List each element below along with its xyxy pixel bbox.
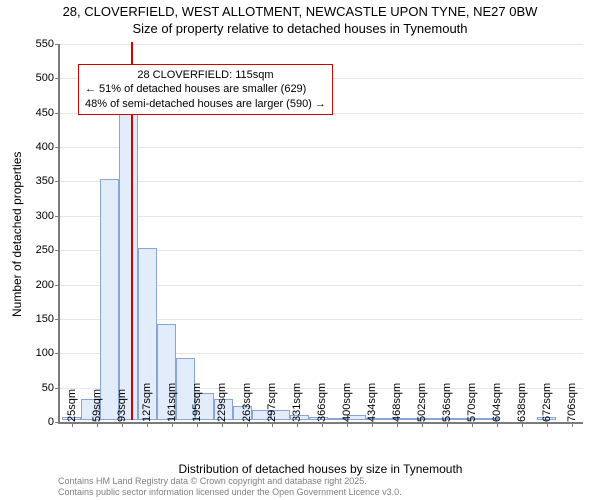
xtick-label: 672sqm [541,377,553,422]
xtick-mark [397,422,398,427]
ytick-label: 450 [36,107,60,119]
xtick-label: 638sqm [516,377,528,422]
xtick-label: 127sqm [141,377,153,422]
xtick-mark [272,422,273,427]
annotation-box: 28 CLOVERFIELD: 115sqm← 51% of detached … [78,64,333,115]
xtick-label: 706sqm [566,377,578,422]
title-line1: 28, CLOVERFIELD, WEST ALLOTMENT, NEWCAST… [63,4,538,19]
xtick-label: 468sqm [391,377,403,422]
annot-line2: ← 51% of detached houses are smaller (62… [85,82,326,96]
ytick-label: 350 [36,175,60,187]
xtick-mark [297,422,298,427]
footer-line2: Contains public sector information licen… [58,487,402,497]
xtick-mark [572,422,573,427]
xtick-mark [247,422,248,427]
gridline [60,44,583,45]
ytick-label: 50 [42,382,60,394]
ytick-label: 500 [36,72,60,84]
chart-area: 05010015020025030035040045050055025sqm59… [58,44,583,424]
ytick-label: 550 [36,38,60,50]
annot-line1: 28 CLOVERFIELD: 115sqm [85,68,326,82]
xtick-label: 366sqm [316,377,328,422]
y-axis-label: Number of detached properties [10,44,24,424]
xtick-label: 59sqm [91,383,103,422]
xtick-label: 263sqm [241,377,253,422]
chart-container: 28, CLOVERFIELD, WEST ALLOTMENT, NEWCAST… [0,0,600,500]
xtick-mark [97,422,98,427]
annot-line3: 48% of semi-detached houses are larger (… [85,97,326,111]
xtick-mark [522,422,523,427]
xtick-label: 25sqm [66,383,78,422]
ytick-label: 400 [36,141,60,153]
ytick-label: 0 [48,416,60,428]
xtick-mark [497,422,498,427]
gridline [60,216,583,217]
plot-area: 05010015020025030035040045050055025sqm59… [58,44,583,424]
xtick-label: 297sqm [266,377,278,422]
xtick-mark [147,422,148,427]
gridline [60,147,583,148]
ytick-label: 300 [36,210,60,222]
chart-title: 28, CLOVERFIELD, WEST ALLOTMENT, NEWCAST… [0,4,600,38]
xtick-label: 604sqm [491,377,503,422]
xtick-label: 570sqm [466,377,478,422]
ytick-label: 150 [36,313,60,325]
xtick-label: 195sqm [191,377,203,422]
xtick-mark [197,422,198,427]
xtick-mark [222,422,223,427]
xtick-label: 161sqm [166,377,178,422]
xtick-mark [422,422,423,427]
x-axis-label: Distribution of detached houses by size … [58,462,583,476]
ytick-label: 200 [36,279,60,291]
ytick-label: 250 [36,244,60,256]
xtick-label: 434sqm [366,377,378,422]
xtick-label: 229sqm [216,377,228,422]
title-line2: Size of property relative to detached ho… [132,21,467,36]
xtick-mark [447,422,448,427]
xtick-mark [547,422,548,427]
gridline [60,181,583,182]
xtick-label: 400sqm [341,377,353,422]
xtick-mark [172,422,173,427]
footer-line1: Contains HM Land Registry data © Crown c… [58,476,367,486]
xtick-mark [72,422,73,427]
xtick-mark [122,422,123,427]
footer-attribution: Contains HM Land Registry data © Crown c… [58,476,402,498]
xtick-mark [472,422,473,427]
xtick-label: 536sqm [441,377,453,422]
xtick-mark [372,422,373,427]
xtick-label: 502sqm [416,377,428,422]
xtick-mark [347,422,348,427]
xtick-label: 93sqm [116,383,128,422]
xtick-label: 331sqm [291,377,303,422]
ytick-label: 100 [36,347,60,359]
xtick-mark [322,422,323,427]
bar [119,111,138,420]
